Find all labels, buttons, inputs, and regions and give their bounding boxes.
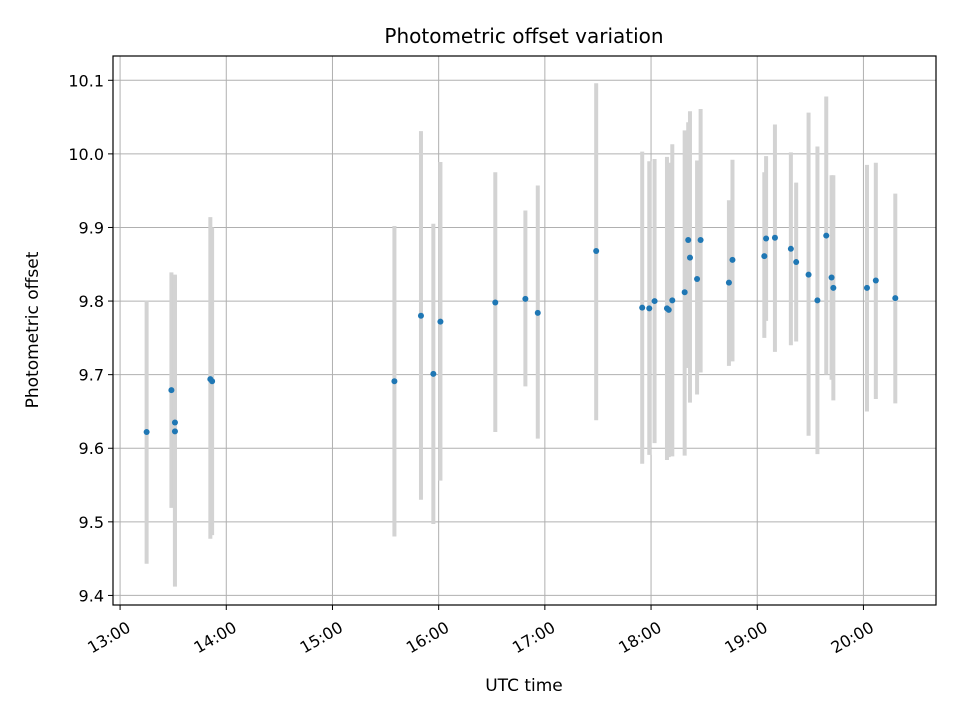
data-point (437, 318, 444, 325)
data-point (787, 245, 794, 252)
data-point (171, 428, 178, 435)
data-point (805, 271, 812, 278)
data-point (793, 259, 800, 266)
data-point (892, 295, 899, 302)
data-point (430, 370, 437, 377)
data-point (143, 429, 150, 436)
y-tick-label: 9.5 (79, 513, 104, 532)
y-tick-label: 10.0 (68, 145, 104, 164)
plot-frame (112, 55, 937, 606)
data-point (694, 275, 701, 282)
data-point (209, 378, 216, 385)
data-point (685, 236, 692, 243)
data-point (686, 254, 693, 261)
data-point (828, 274, 835, 281)
data-point (168, 387, 175, 394)
y-tick-label: 9.4 (79, 586, 104, 605)
data-point (651, 298, 658, 305)
y-tick-label: 9.6 (79, 439, 104, 458)
data-point (534, 309, 541, 316)
data-point (763, 235, 770, 242)
data-point (872, 277, 879, 284)
y-tick-label: 10.1 (68, 71, 104, 90)
y-tick-label: 9.7 (79, 366, 104, 385)
data-point (863, 284, 870, 291)
data-points (143, 232, 899, 436)
x-axis-label: UTC time (485, 676, 563, 696)
data-point (830, 284, 837, 291)
data-point (823, 232, 830, 239)
data-point (391, 378, 398, 385)
y-tick-label: 9.9 (79, 218, 104, 237)
data-point (646, 305, 653, 312)
data-point (669, 297, 676, 304)
data-point (492, 299, 499, 306)
data-point (761, 253, 768, 260)
data-point (771, 234, 778, 241)
data-point (417, 312, 424, 319)
y-tick-label: 9.8 (79, 292, 104, 311)
data-point (814, 297, 821, 304)
data-point (725, 279, 732, 286)
data-point (681, 289, 688, 296)
data-point (522, 295, 529, 302)
data-point (639, 304, 646, 311)
data-point (593, 248, 600, 255)
data-point (171, 419, 178, 426)
data-point (729, 256, 736, 263)
data-point (697, 236, 704, 243)
data-point (665, 306, 672, 313)
chart-title: Photometric offset variation (384, 24, 663, 48)
y-axis-label: Photometric offset (23, 251, 43, 408)
